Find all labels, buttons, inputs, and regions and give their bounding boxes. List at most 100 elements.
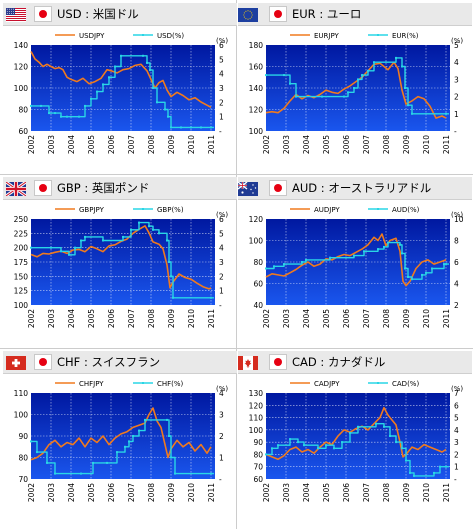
x-tick-label: 2009	[402, 309, 411, 328]
x-tick-label: 2008	[382, 483, 391, 502]
left-tick-label: 160	[249, 63, 264, 72]
jp-flag-sun	[39, 184, 47, 192]
legend-label: AUDJPY	[314, 206, 340, 214]
series-point	[273, 265, 275, 268]
right-tick-label: 4	[219, 389, 224, 398]
right-tick-label: 1	[219, 287, 224, 296]
left-tick-label: 225	[14, 229, 29, 238]
series-point	[404, 267, 406, 270]
fx-chart: 120 100 80 60 40 10 8 6 4 2 (%) 2002 2003 2004 2005 200…	[249, 206, 464, 328]
legend-marker	[142, 382, 144, 384]
series-point	[30, 246, 32, 249]
fx-chart: 110 100 90 80 70 4 3 2 1 - (%) 2002 2003 2004 2005 2006…	[14, 380, 229, 502]
x-tick-label: 2011	[442, 483, 451, 502]
jp-flag-icon	[269, 354, 287, 370]
right-tick-label: 6	[219, 215, 224, 224]
right-tick-label: 4	[454, 58, 459, 67]
right-tick-label: 2	[219, 98, 224, 107]
series-point	[297, 441, 299, 444]
legend-marker	[142, 208, 144, 210]
currency-panel-gbp: GBP : 英国ポンド 250 225 200 175 150 125 100 6 5 4 3 2 1 - (…	[3, 177, 237, 347]
jp-flag-sun	[274, 10, 282, 18]
series-point	[114, 65, 116, 68]
panel-title: CAD : カナダドル	[292, 355, 386, 369]
jp-flag-icon	[34, 180, 52, 196]
jp-flag-icon	[34, 6, 52, 22]
right-tick-label: 6	[454, 258, 459, 267]
series-point	[375, 422, 377, 425]
x-tick-label: 2007	[127, 309, 136, 328]
right-tick-label: 2	[454, 450, 459, 459]
left-tick-label: 130	[249, 389, 264, 398]
left-tick-label: 60	[253, 280, 263, 289]
left-tick-label: 120	[14, 63, 29, 72]
legend-label: EURJPY	[314, 32, 340, 40]
series-line-chfjpy	[30, 407, 212, 461]
x-tick-label: 2004	[302, 135, 311, 154]
series-point	[265, 267, 267, 270]
series-point	[138, 221, 140, 224]
series-point	[404, 87, 406, 89]
legend-label: CAD(%)	[392, 380, 419, 388]
right-tick-label: 5	[219, 55, 224, 64]
series-point	[395, 441, 397, 444]
left-tick-label: 60	[18, 127, 28, 136]
series-point	[168, 435, 170, 437]
series-point	[301, 261, 303, 263]
series-point	[210, 126, 212, 129]
series-point	[277, 444, 279, 447]
legend-label: CHFJPY	[79, 380, 104, 388]
series-point	[60, 115, 62, 118]
left-tick-label: 110	[249, 414, 264, 423]
right-tick-label: 2	[219, 272, 224, 281]
legend-marker	[377, 382, 379, 384]
fx-chart: 180 160 140 120 100 5 4 3 2 1 - (%) 2002 2003 2004 2005…	[249, 32, 464, 154]
right-tick-label: -	[454, 475, 457, 484]
series-point	[409, 471, 411, 474]
series-point	[283, 263, 285, 266]
legend-label: CHF(%)	[157, 380, 184, 388]
series-point	[190, 126, 192, 129]
series-point	[343, 95, 345, 98]
series-point	[425, 271, 427, 274]
series-point	[363, 250, 365, 253]
panel-header: CHF : スイスフラン	[3, 351, 237, 374]
left-tick-label: 110	[14, 389, 29, 398]
right-tick-label: 6	[219, 41, 224, 50]
left-tick-label: 100	[14, 84, 29, 93]
series-point	[210, 472, 212, 475]
right-axis-unit: (%)	[216, 385, 228, 393]
panel-title: CHF : スイスフラン	[57, 355, 161, 369]
left-tick-label: 150	[14, 272, 29, 281]
series-point	[68, 253, 70, 256]
series-point	[102, 83, 104, 86]
x-tick-label: 2011	[207, 483, 216, 502]
x-tick-label: 2010	[422, 135, 431, 154]
right-axis-unit: (%)	[216, 211, 228, 219]
series-point	[333, 447, 335, 450]
x-tick-label: 2002	[262, 135, 271, 154]
series-point	[142, 54, 144, 57]
series-point	[289, 82, 291, 85]
right-axis-unit: (%)	[451, 385, 463, 393]
series-markers	[265, 241, 447, 281]
series-point	[377, 248, 379, 251]
fx-chart: 140 120 100 80 60 6 5 4 3 2 1 - (%) 2002 2003 2004 2005 2…	[14, 32, 229, 154]
series-point	[317, 447, 319, 450]
series-point	[80, 472, 82, 475]
series-point	[210, 296, 212, 299]
series-point	[170, 126, 172, 129]
left-tick-label: 80	[253, 258, 263, 267]
series-point	[156, 101, 158, 104]
legend-label: EUR(%)	[392, 32, 419, 40]
left-tick-label: 120	[249, 106, 264, 115]
right-tick-label: 1	[454, 110, 459, 119]
legend-label: USD(%)	[157, 32, 184, 40]
series-point	[168, 261, 170, 263]
series-point	[30, 104, 32, 107]
series-point	[439, 465, 441, 468]
right-tick-label: 1	[219, 454, 224, 463]
x-tick-label: 2002	[27, 135, 36, 154]
panel-title: USD : 米国ドル	[57, 7, 139, 21]
series-point	[411, 278, 413, 281]
